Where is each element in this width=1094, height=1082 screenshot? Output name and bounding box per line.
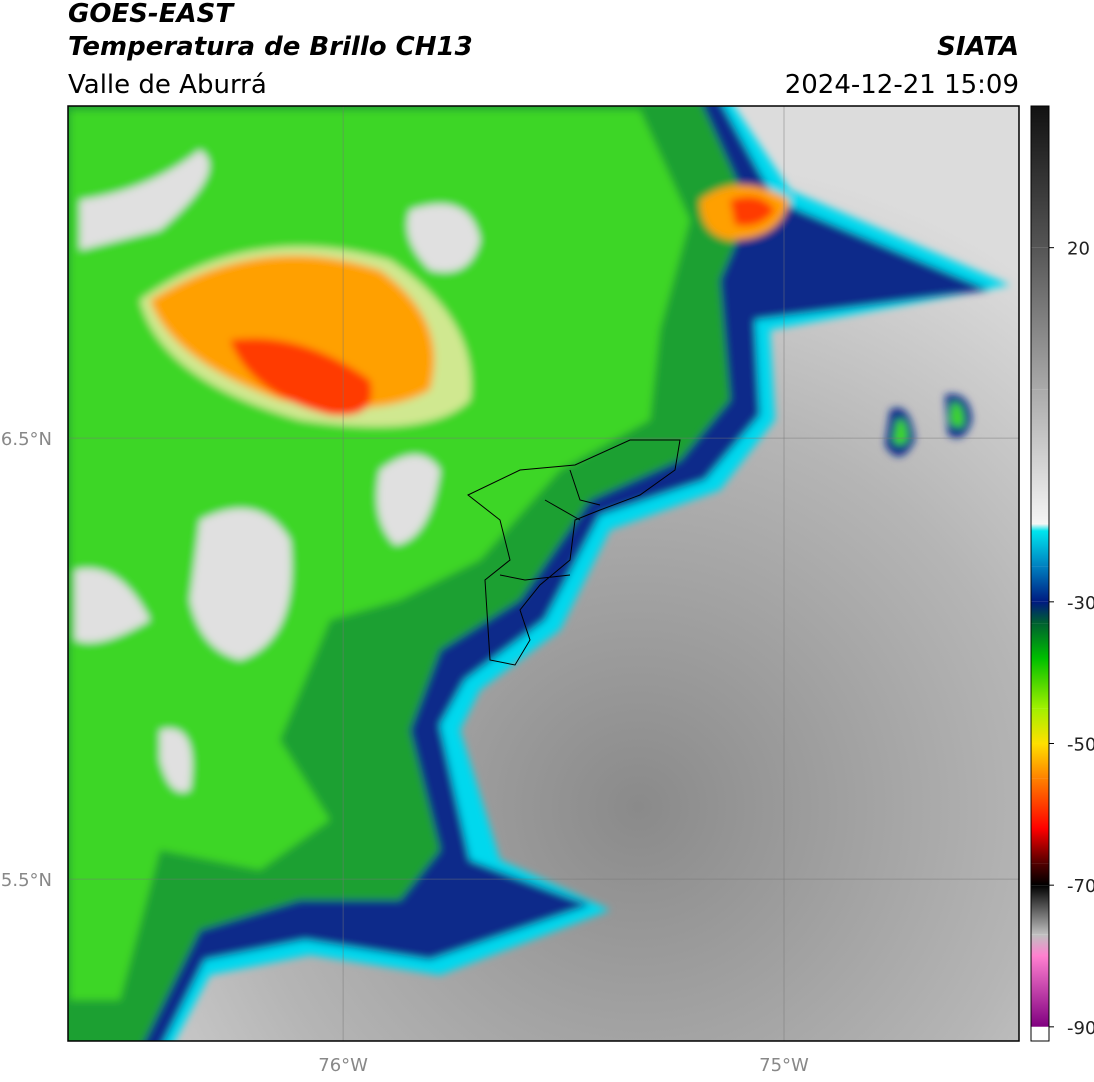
colorbar-segment (1031, 863, 1049, 886)
colorbar-segment (1031, 658, 1049, 709)
colorbar-tick-label: -50 (1067, 735, 1094, 756)
subtitle: Temperatura de Brillo CH13 (68, 32, 473, 62)
colorbar-segment (1031, 934, 1049, 956)
colorbar-frame (1030, 105, 1050, 1042)
region: Valle de Aburrá (68, 70, 267, 100)
colorbar-segment (1031, 778, 1049, 829)
x-tick-label: 76°W (318, 1055, 368, 1076)
colorbar-segment (1031, 956, 1049, 1027)
colorbar-segment (1031, 247, 1049, 390)
colorbar-tick-label: -90 (1067, 1018, 1094, 1039)
colorbar-tick-label: -30 (1067, 593, 1094, 614)
satellite-image (68, 106, 1019, 1041)
colorbar-segment (1031, 523, 1049, 531)
colorbar-segment (1031, 106, 1049, 248)
colorbar-segment (1031, 389, 1049, 524)
source: SIATA (937, 32, 1019, 62)
colorbar-segment (1031, 885, 1049, 935)
datetime: 2024-12-21 15:09 (785, 70, 1019, 100)
colorbar-segment (1031, 743, 1049, 779)
colorbar-segment (1031, 566, 1049, 602)
title: GOES-EAST (68, 0, 235, 29)
colorbar-segment (1031, 601, 1049, 624)
colorbar-segment (1031, 708, 1049, 744)
colorbar-tick-label: 20 (1067, 239, 1090, 260)
x-tick-label: 75°W (759, 1055, 809, 1076)
colorbar-segment (1031, 531, 1049, 567)
colorbar-under (1031, 1026, 1049, 1041)
map-frame (67, 105, 1020, 1042)
y-tick-label: 5.5°N (1, 870, 52, 891)
colorbar-segment (1031, 828, 1049, 864)
colorbar-tick-label: -70 (1067, 876, 1094, 897)
y-tick-label: 6.5°N (1, 429, 52, 450)
colorbar-segment (1031, 623, 1049, 659)
